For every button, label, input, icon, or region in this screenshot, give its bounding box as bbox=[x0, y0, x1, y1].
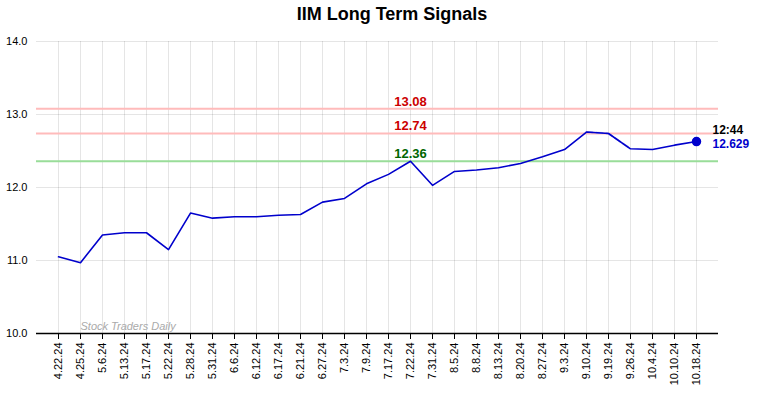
svg-text:7.22.24: 7.22.24 bbox=[404, 343, 416, 380]
svg-text:11.0: 11.0 bbox=[7, 254, 28, 266]
svg-text:6.21.24: 6.21.24 bbox=[294, 343, 306, 380]
svg-text:13.08: 13.08 bbox=[394, 94, 427, 109]
svg-text:9.3.24: 9.3.24 bbox=[558, 343, 570, 374]
svg-text:8.13.24: 8.13.24 bbox=[492, 343, 504, 380]
svg-text:12.36: 12.36 bbox=[394, 146, 427, 161]
svg-text:6.12.24: 6.12.24 bbox=[250, 343, 262, 380]
svg-text:12.74: 12.74 bbox=[394, 118, 427, 133]
svg-text:9.26.24: 9.26.24 bbox=[624, 343, 636, 380]
svg-text:7.17.24: 7.17.24 bbox=[382, 343, 394, 380]
svg-text:8.20.24: 8.20.24 bbox=[514, 343, 526, 380]
svg-text:4.22.24: 4.22.24 bbox=[52, 343, 64, 380]
svg-text:10.4.24: 10.4.24 bbox=[646, 343, 658, 380]
svg-text:14.0: 14.0 bbox=[6, 35, 27, 47]
svg-text:13.0: 13.0 bbox=[6, 108, 27, 120]
svg-text:12:44: 12:44 bbox=[713, 123, 744, 137]
svg-text:7.3.24: 7.3.24 bbox=[338, 343, 350, 374]
svg-text:5.28.24: 5.28.24 bbox=[184, 343, 196, 380]
svg-text:Stock Traders Daily: Stock Traders Daily bbox=[81, 320, 178, 332]
svg-text:5.31.24: 5.31.24 bbox=[206, 343, 218, 380]
svg-text:10.10.24: 10.10.24 bbox=[668, 343, 680, 386]
svg-text:8.27.24: 8.27.24 bbox=[536, 343, 548, 380]
svg-text:9.19.24: 9.19.24 bbox=[602, 343, 614, 380]
svg-text:9.10.24: 9.10.24 bbox=[580, 343, 592, 380]
svg-text:7.9.24: 7.9.24 bbox=[360, 343, 372, 374]
svg-text:5.13.24: 5.13.24 bbox=[118, 343, 130, 380]
svg-text:4.25.24: 4.25.24 bbox=[74, 343, 86, 380]
svg-text:10.18.24: 10.18.24 bbox=[690, 343, 702, 386]
svg-text:8.8.24: 8.8.24 bbox=[470, 343, 482, 374]
svg-text:5.17.24: 5.17.24 bbox=[140, 343, 152, 380]
html-text:IIM Long Term Signals: IIM Long Term Signals bbox=[296, 4, 488, 24]
svg-text:6.27.24: 6.27.24 bbox=[316, 343, 328, 380]
svg-text:5.6.24: 5.6.24 bbox=[96, 343, 108, 374]
svg-text:6.6.24: 6.6.24 bbox=[228, 343, 240, 374]
svg-text:12.0: 12.0 bbox=[6, 181, 27, 193]
svg-text:7.31.24: 7.31.24 bbox=[426, 343, 438, 380]
svg-text:6.17.24: 6.17.24 bbox=[272, 343, 284, 380]
svg-text:12.629: 12.629 bbox=[713, 137, 750, 151]
svg-text:5.22.24: 5.22.24 bbox=[162, 343, 174, 380]
svg-text:8.5.24: 8.5.24 bbox=[448, 343, 460, 374]
svg-text:10.0: 10.0 bbox=[6, 327, 27, 339]
